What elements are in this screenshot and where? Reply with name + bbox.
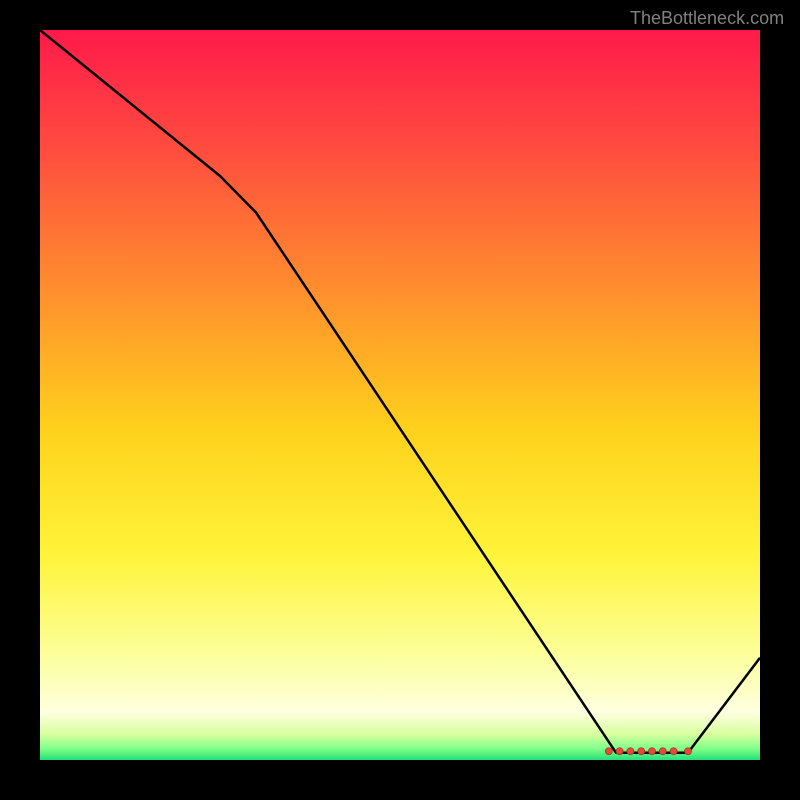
watermark-text: TheBottleneck.com: [630, 8, 784, 29]
chart-container: { "watermark": { "text": "TheBottleneck.…: [0, 0, 800, 800]
plot-area: [40, 30, 760, 760]
plot-svg: [40, 30, 760, 760]
